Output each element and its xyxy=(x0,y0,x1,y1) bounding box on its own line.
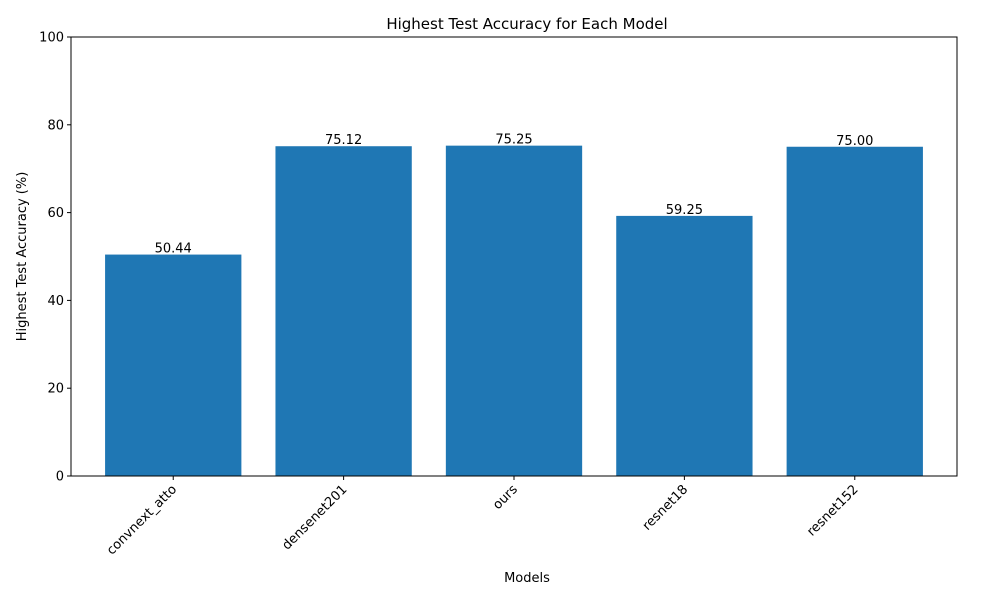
bar-resnet18 xyxy=(616,215,753,476)
y-tick-label: 20 xyxy=(47,382,64,397)
x-axis-ticks: convnext_atto densenet201 ours resnet18 resn… xyxy=(104,476,862,558)
y-tick-label: 100 xyxy=(39,31,64,46)
x-tick-label: resnet152 xyxy=(804,482,861,539)
y-tick-label: 40 xyxy=(47,294,64,309)
x-tick-label: convnext_atto xyxy=(104,482,180,558)
data-label-resnet18: 59.25 xyxy=(666,203,703,218)
chart-title: Highest Test Accuracy for Each Model xyxy=(386,15,667,33)
bars-group xyxy=(105,145,923,476)
bar-convnext_atto xyxy=(105,254,242,476)
x-axis-label: Models xyxy=(504,571,550,586)
data-labels-group: 50.44 75.12 75.25 59.25 75.00 xyxy=(155,133,874,257)
y-tick-label: 80 xyxy=(47,118,64,133)
y-axis-ticks: 0 20 40 60 80 100 xyxy=(39,31,71,485)
data-label-densenet201: 75.12 xyxy=(325,133,362,148)
data-label-resnet152: 75.00 xyxy=(836,134,873,149)
y-axis-label: Highest Test Accuracy (%) xyxy=(15,172,30,342)
plot-frame xyxy=(70,36,958,477)
x-tick-label: resnet18 xyxy=(640,482,691,533)
y-tick-label: 60 xyxy=(47,206,64,221)
data-label-convnext_atto: 50.44 xyxy=(155,242,192,257)
data-label-ours: 75.25 xyxy=(495,133,532,148)
bar-resnet152 xyxy=(786,146,923,476)
x-tick-label: ours xyxy=(490,482,521,513)
x-tick-label: densenet201 xyxy=(279,482,350,553)
bar-densenet201 xyxy=(275,146,412,476)
bar-ours xyxy=(445,145,583,476)
y-tick-label: 0 xyxy=(56,470,64,485)
